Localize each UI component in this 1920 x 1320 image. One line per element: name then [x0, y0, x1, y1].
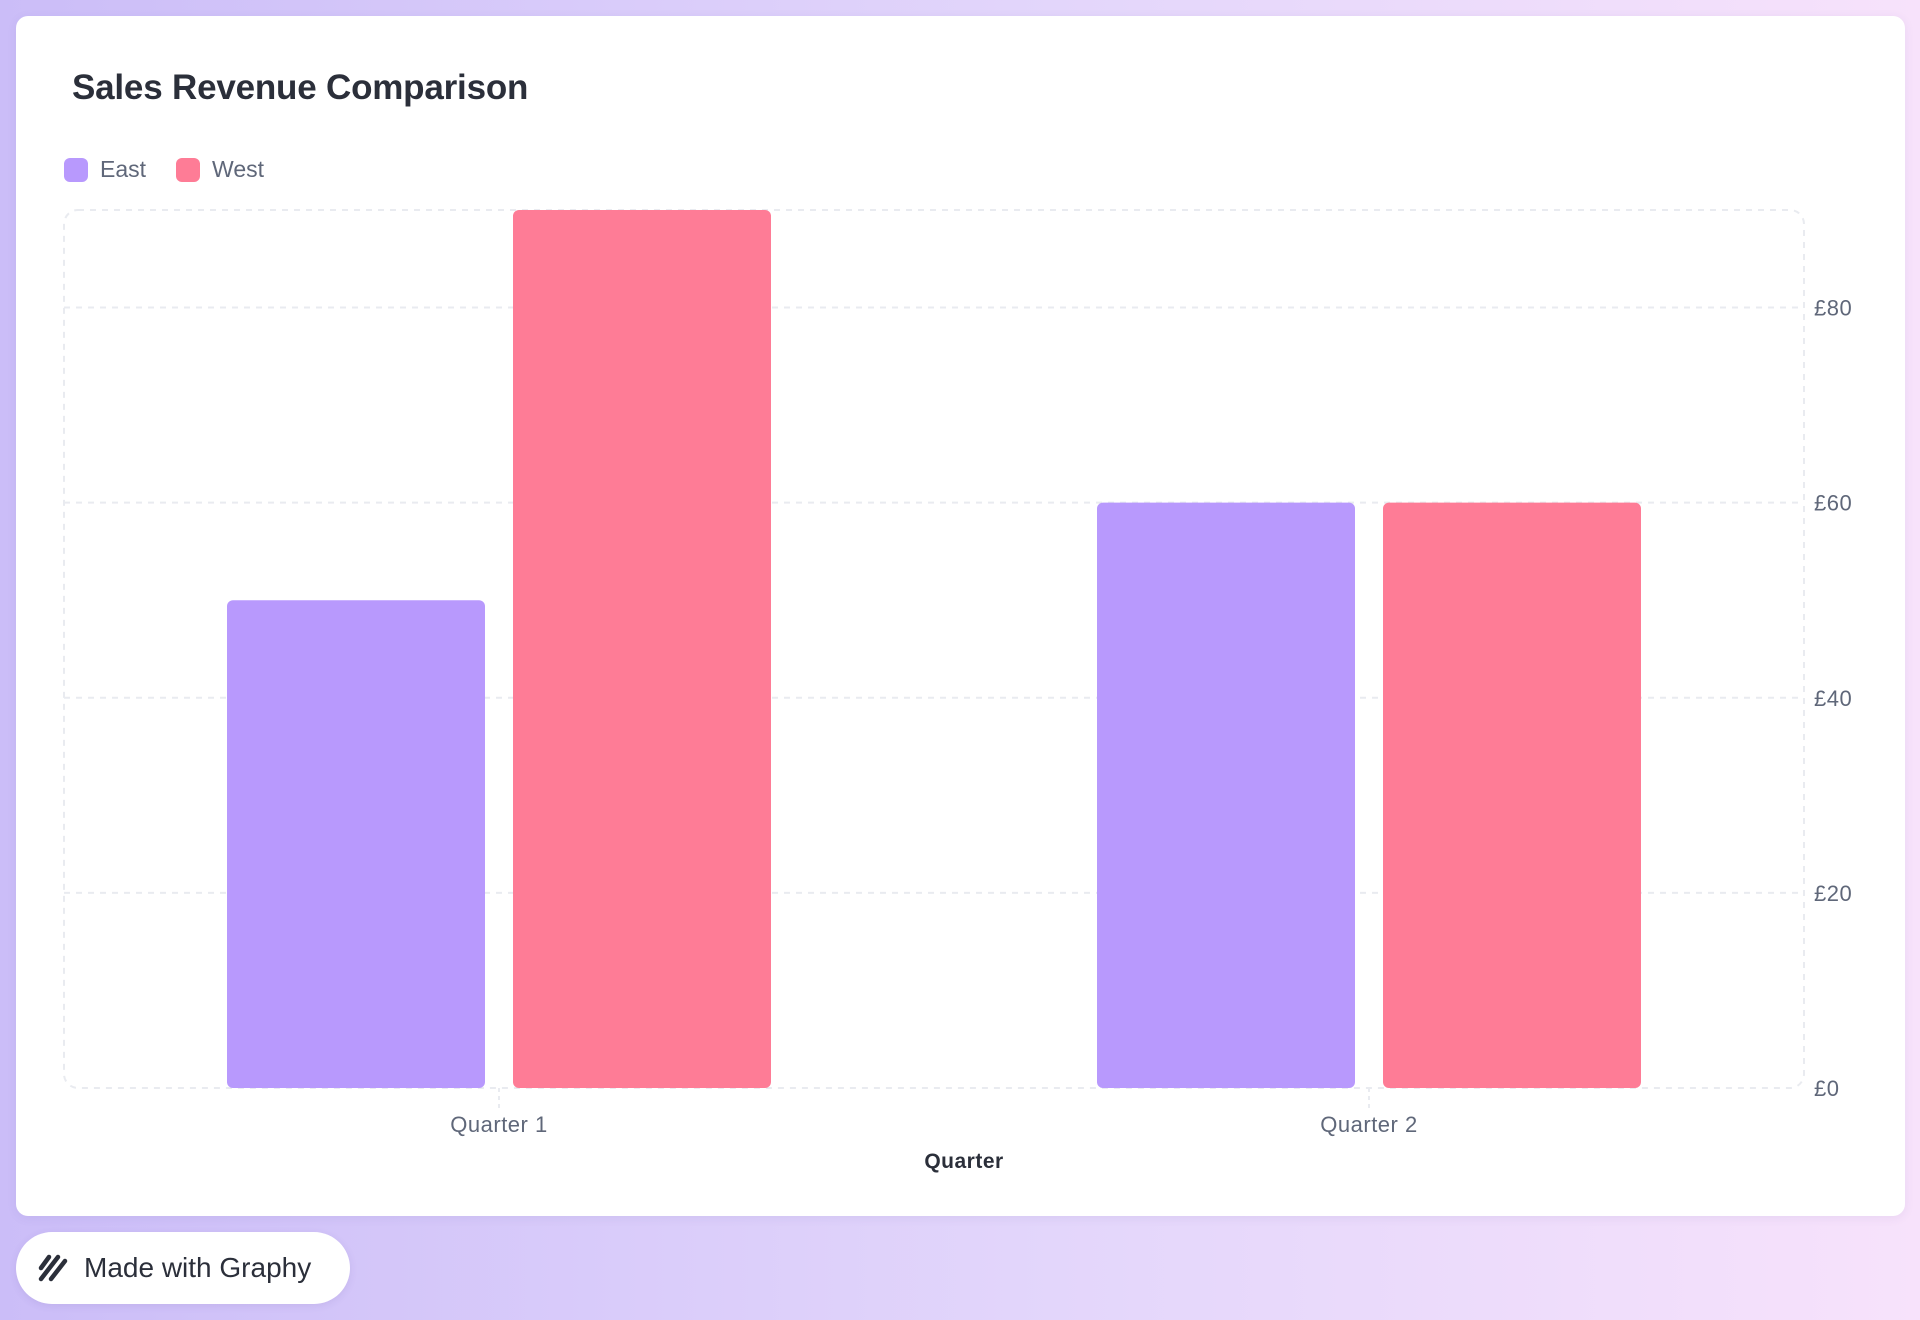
legend-swatch-west [176, 157, 201, 182]
bar-east-1 [227, 600, 485, 1088]
legend-swatch-east [64, 157, 88, 182]
plot-frame [63, 209, 1805, 1089]
y-tick-label: £0 [1814, 1076, 1839, 1101]
bar-west-1 [513, 210, 771, 1088]
bar-chart-plot: £0 £20 £40 £60 £80 Quarter 1 Quarter 2 Quarter [63, 209, 1852, 1173]
x-tick-label: Quarter 2 [1320, 1112, 1417, 1137]
legend-label-west: West [212, 156, 265, 182]
made-with-graphy-badge[interactable]: Made with Graphy [16, 1232, 350, 1304]
bar-east-2 [1097, 502, 1355, 1089]
badge-label: Made with Graphy [84, 1252, 312, 1283]
chart-card: Sales Revenue Comparison East West £0 £20… [16, 16, 1905, 1216]
y-tick-label: £80 [1814, 296, 1852, 321]
x-axis-label: Quarter [924, 1150, 1003, 1173]
y-tick-label: £20 [1814, 881, 1852, 906]
x-tick-label: Quarter 1 [450, 1112, 547, 1137]
legend-item-west[interactable]: West [176, 156, 264, 183]
graphy-logo-icon [36, 1251, 70, 1285]
y-tick-label: £40 [1814, 686, 1852, 711]
y-tick-label: £60 [1814, 491, 1852, 516]
legend-item-east[interactable]: East [64, 156, 146, 183]
legend-label-east: East [100, 156, 147, 182]
legend: East West [64, 156, 264, 183]
bar-west-2 [1383, 502, 1641, 1089]
chart-title: Sales Revenue Comparison [72, 68, 529, 107]
